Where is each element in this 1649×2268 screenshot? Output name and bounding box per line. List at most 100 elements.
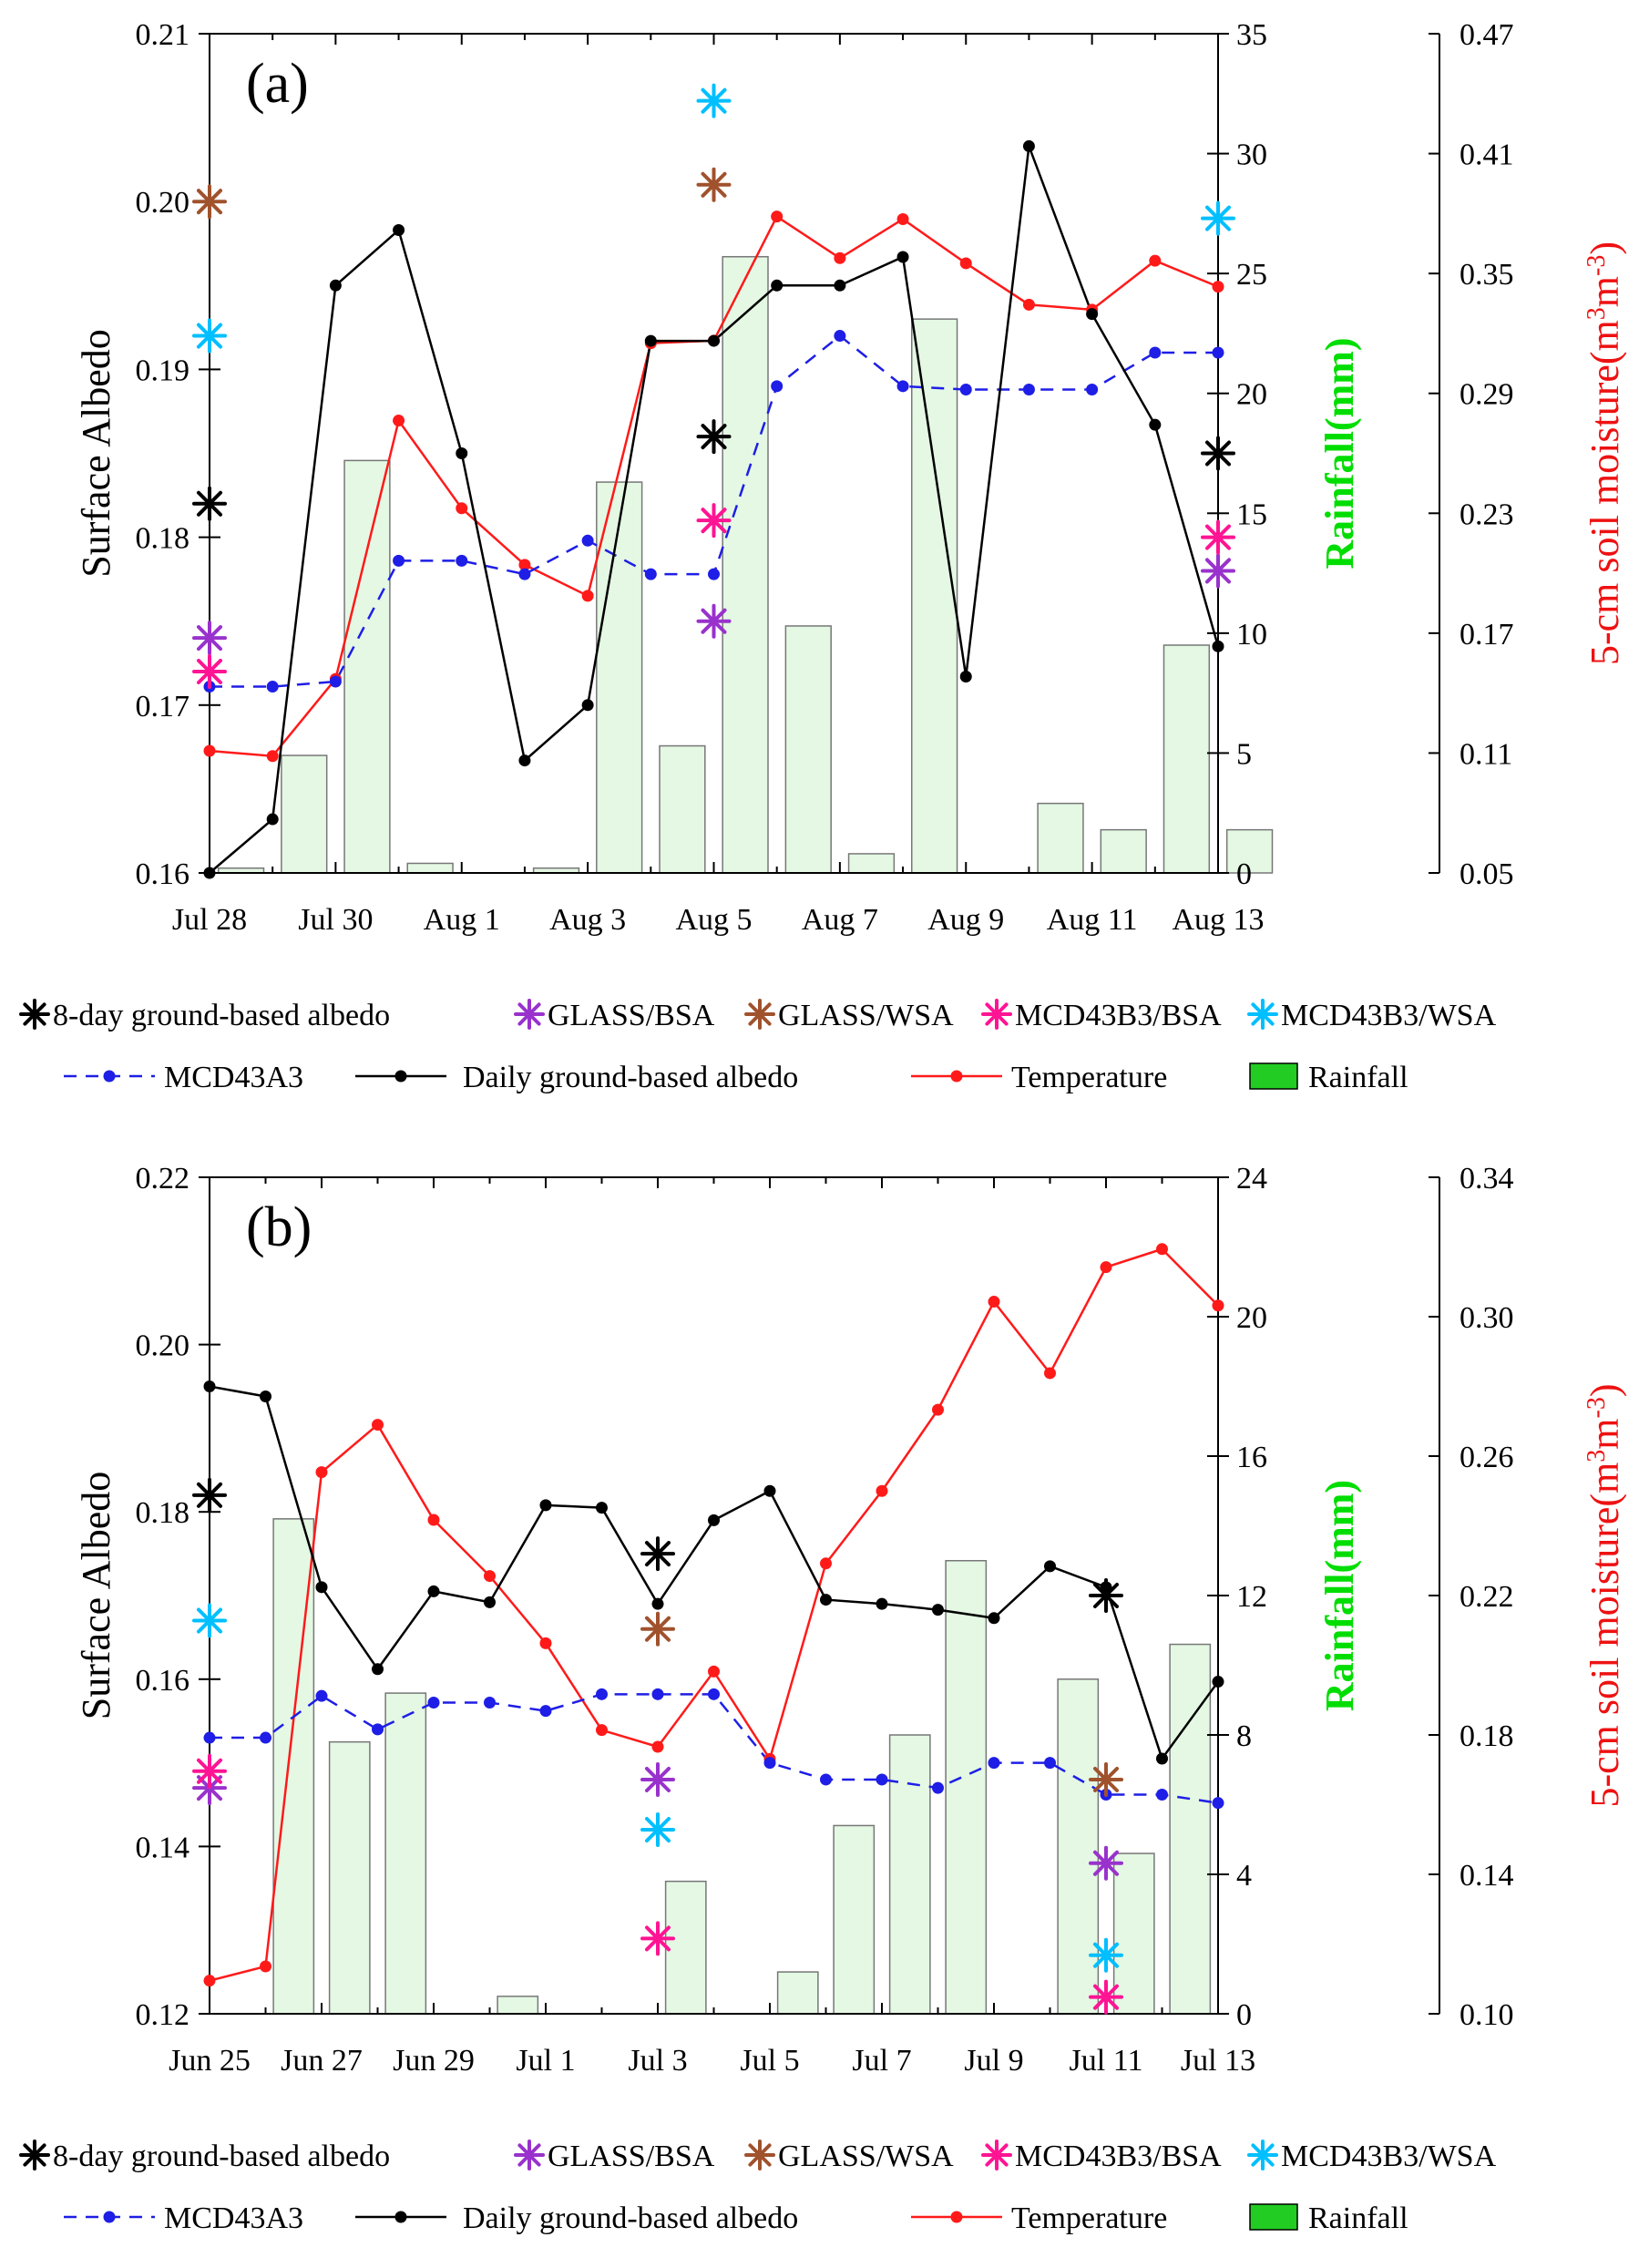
y-tick-label: 0.16 <box>136 1664 190 1698</box>
marker-mcd43b3_bsa <box>192 1753 227 1789</box>
temperature-point <box>959 257 972 270</box>
x-tick-label: Jun 27 <box>281 2044 363 2078</box>
mcd43a3-point <box>834 330 846 343</box>
mcd43a3-point <box>372 1723 384 1736</box>
x-tick-label: Aug 7 <box>802 903 878 937</box>
y2-tick-label: 10 <box>1236 618 1267 652</box>
temperature-point <box>484 1570 496 1583</box>
daily-ground-point <box>1212 1676 1224 1688</box>
temperature-point <box>988 1296 1000 1308</box>
marker-mcd43b3_wsa <box>696 83 732 118</box>
y3-tick-label: 0.10 <box>1460 1998 1514 2032</box>
daily-ground-point <box>876 1597 888 1610</box>
mcd43a3-point <box>1212 1797 1224 1810</box>
y2-tick-label: 15 <box>1236 498 1267 531</box>
x-tick-label: Jun 25 <box>169 2044 251 2078</box>
daily-ground-point <box>315 1581 328 1594</box>
rainfall-bar <box>945 1560 988 2015</box>
y-axis-label: Surface Albedo <box>74 1472 118 1719</box>
x-tick-label: Jul 9 <box>964 2044 1023 2078</box>
legend-symbol-temperature-dot <box>950 2211 963 2223</box>
legend-b: 8-day ground-based albedo GLASS/BSA GLASS/… <box>19 2140 1497 2235</box>
mcd43a3-point <box>763 1757 776 1770</box>
mcd43a3-point <box>876 1773 888 1786</box>
daily-ground-point <box>771 279 784 292</box>
y3-label-base: 5-cm soil moisture(m <box>1582 320 1627 665</box>
mcd43a3-point <box>644 568 657 580</box>
x-tick-label: Jul 30 <box>298 903 373 937</box>
x-tick-label: Jun 29 <box>393 2044 475 2078</box>
y3-tick-label: 0.29 <box>1460 378 1514 412</box>
daily-ground-point <box>1212 640 1224 652</box>
marker-glass_wsa-stroke <box>1092 1766 1120 1792</box>
legend-symbol-mcd43b3_bsa-stroke <box>985 1002 1009 1026</box>
y-tick-label: 0.21 <box>136 18 190 52</box>
mcd43a3-point <box>932 1781 944 1794</box>
y2-axis-label: Rainfall(mm) <box>1317 337 1362 569</box>
rainfall-bar <box>910 318 958 874</box>
legend-symbol-glass_wsa <box>744 999 775 1030</box>
y3-tick-label: 0.41 <box>1460 139 1514 172</box>
y3-tick-label: 0.34 <box>1460 1162 1514 1196</box>
daily-ground-point <box>581 699 594 712</box>
temperature-point <box>876 1484 888 1497</box>
temperature-point <box>266 750 279 763</box>
y-tick-label: 0.22 <box>136 1162 190 1196</box>
marker-mcd43b3_wsa-stroke <box>644 1817 671 1843</box>
rainfall-bar <box>1169 1643 1212 2015</box>
y2-tick-label: 30 <box>1236 139 1267 172</box>
mcd43a3-point <box>266 681 279 693</box>
temperature-point <box>1149 254 1162 267</box>
rainfall-bar <box>328 1740 371 2015</box>
y-tick-label: 0.19 <box>136 354 190 387</box>
marker-mcd43b3_wsa-stroke <box>701 87 727 114</box>
marker-8day-stroke <box>644 1541 671 1567</box>
y3-label-mid: m <box>1582 1418 1627 1449</box>
temperature-point <box>315 1466 328 1479</box>
daily-ground-point <box>896 251 909 263</box>
x-tick-label: Jul 7 <box>852 2044 911 2078</box>
temperature-point <box>771 210 784 223</box>
marker-mcd43b3_wsa <box>192 318 227 354</box>
legend-symbol-8day <box>19 999 50 1030</box>
marker-8day-stroke <box>1092 1582 1120 1609</box>
y2-tick-label: 25 <box>1236 258 1267 292</box>
mcd43a3-point <box>260 1731 271 1744</box>
x-tick-label: Aug 5 <box>675 903 752 937</box>
marker-mcd43b3_bsa <box>696 503 732 539</box>
daily-ground-point <box>518 754 531 767</box>
legend-symbol-rainfall <box>1249 1062 1298 1090</box>
marker-mcd43b3_bsa-stroke <box>701 508 727 534</box>
temperature-point <box>596 1724 608 1737</box>
daily-ground-point <box>820 1594 832 1606</box>
y3-label-end: ) <box>1582 1383 1627 1397</box>
temperature-point <box>518 559 531 571</box>
legend-symbol-8day <box>19 2140 50 2171</box>
legend-symbol-mcd43b3_wsa-stroke <box>1251 1002 1275 1026</box>
daily-ground-point <box>266 813 279 826</box>
legend-label-glass_bsa: GLASS/BSA <box>548 2140 715 2173</box>
legend-label-glass_bsa: GLASS/BSA <box>548 999 715 1032</box>
y-tick-label: 0.17 <box>136 690 190 724</box>
mcd43a3-point <box>1044 1757 1056 1770</box>
mcd43a3-point <box>427 1697 440 1709</box>
daily-ground-point <box>393 224 405 237</box>
rainfall-bar <box>384 1692 427 2015</box>
y-tick-label: 0.18 <box>136 1496 190 1530</box>
temperature-point <box>708 1665 720 1678</box>
marker-mcd43b3_wsa-stroke <box>1092 1942 1120 1968</box>
y3-tick-label: 0.18 <box>1460 1719 1514 1753</box>
mcd43a3-point <box>708 1688 720 1700</box>
x-tick-label: Jul 5 <box>740 2044 799 2078</box>
y3-label-sup1: 3 <box>1582 1450 1611 1462</box>
legend-label-rainfall: Rainfall <box>1308 1061 1408 1094</box>
marker-glass_bsa <box>1089 1845 1123 1881</box>
daily-ground-point <box>1156 1752 1168 1765</box>
marker-mcd43b3_bsa <box>192 653 227 689</box>
legend-label-glass_wsa: GLASS/WSA <box>778 999 954 1032</box>
temperature-point <box>1100 1261 1112 1274</box>
legend-symbol-mcd43b3_wsa <box>1247 2140 1278 2171</box>
y2-tick-label: 5 <box>1236 737 1252 771</box>
y3-tick-label: 0.22 <box>1460 1580 1514 1614</box>
temperature-point <box>1156 1243 1168 1256</box>
